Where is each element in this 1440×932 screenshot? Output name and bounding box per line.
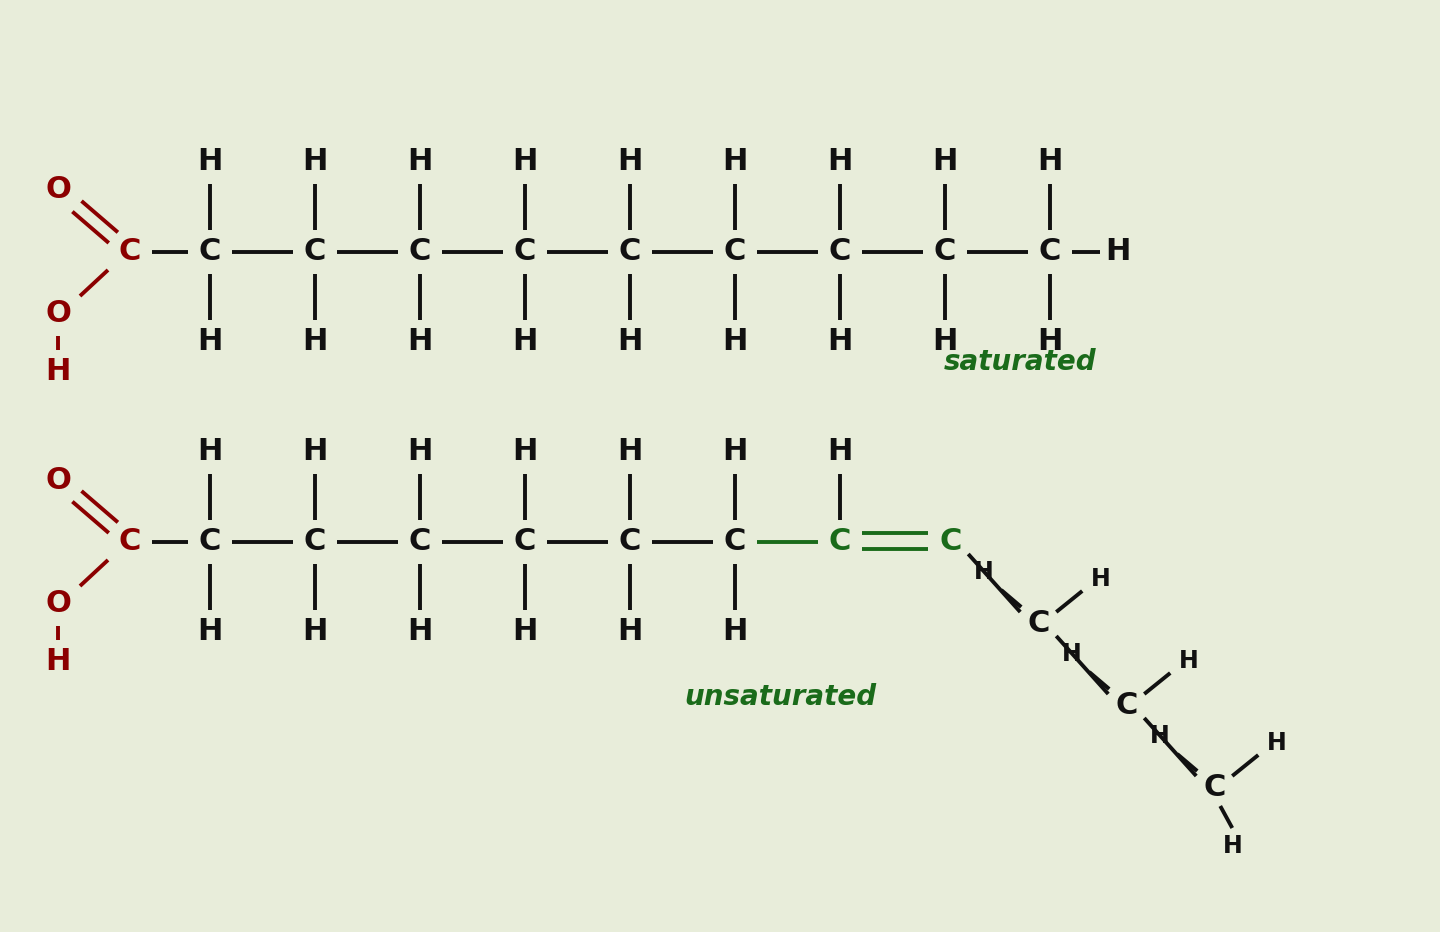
Text: C: C: [1115, 692, 1138, 720]
Text: H: H: [618, 147, 642, 176]
Text: H: H: [1106, 238, 1130, 267]
Text: H: H: [408, 437, 432, 467]
Text: H: H: [828, 327, 852, 357]
Text: C: C: [120, 528, 141, 556]
Text: H: H: [302, 437, 328, 467]
Text: C: C: [514, 528, 536, 556]
Text: H: H: [618, 327, 642, 357]
Text: H: H: [828, 437, 852, 467]
Text: H: H: [1037, 327, 1063, 357]
Text: H: H: [408, 327, 432, 357]
Text: C: C: [939, 528, 962, 556]
Text: H: H: [1037, 147, 1063, 176]
Text: H: H: [513, 618, 537, 647]
Text: O: O: [45, 590, 71, 619]
Text: H: H: [513, 437, 537, 467]
Text: C: C: [1038, 238, 1061, 267]
Text: H: H: [1061, 642, 1081, 666]
Text: O: O: [45, 465, 71, 495]
Text: C: C: [304, 238, 327, 267]
Text: H: H: [302, 327, 328, 357]
Text: H: H: [932, 147, 958, 176]
Text: H: H: [1223, 834, 1243, 858]
Text: H: H: [513, 327, 537, 357]
Text: C: C: [619, 528, 641, 556]
Text: C: C: [120, 238, 141, 267]
Text: C: C: [409, 238, 431, 267]
Text: C: C: [724, 528, 746, 556]
Text: H: H: [45, 648, 71, 677]
Text: C: C: [514, 238, 536, 267]
Text: H: H: [1090, 567, 1110, 591]
Text: O: O: [45, 299, 71, 328]
Text: C: C: [1202, 774, 1225, 802]
Text: H: H: [618, 437, 642, 467]
Text: H: H: [302, 618, 328, 647]
Text: H: H: [828, 147, 852, 176]
Text: H: H: [45, 358, 71, 387]
Text: H: H: [723, 327, 747, 357]
Text: C: C: [829, 238, 851, 267]
Text: H: H: [197, 147, 223, 176]
Text: H: H: [1149, 724, 1169, 748]
Text: C: C: [933, 238, 956, 267]
Text: C: C: [199, 238, 222, 267]
Text: H: H: [973, 560, 994, 584]
Text: C: C: [199, 528, 222, 556]
Text: H: H: [197, 618, 223, 647]
Text: H: H: [302, 147, 328, 176]
Text: H: H: [723, 618, 747, 647]
Text: H: H: [723, 437, 747, 467]
Text: saturated: saturated: [943, 348, 1096, 376]
Text: H: H: [1266, 731, 1286, 755]
Text: H: H: [1178, 649, 1198, 673]
Text: H: H: [197, 437, 223, 467]
Text: C: C: [619, 238, 641, 267]
Text: unsaturated: unsaturated: [684, 683, 876, 711]
Text: C: C: [1027, 610, 1050, 638]
Text: H: H: [723, 147, 747, 176]
Text: H: H: [618, 618, 642, 647]
Text: O: O: [45, 175, 71, 204]
Text: C: C: [409, 528, 431, 556]
Text: C: C: [304, 528, 327, 556]
Text: H: H: [513, 147, 537, 176]
Text: H: H: [408, 618, 432, 647]
Text: H: H: [197, 327, 223, 357]
Text: H: H: [932, 327, 958, 357]
Text: C: C: [829, 528, 851, 556]
Text: H: H: [408, 147, 432, 176]
Text: C: C: [724, 238, 746, 267]
